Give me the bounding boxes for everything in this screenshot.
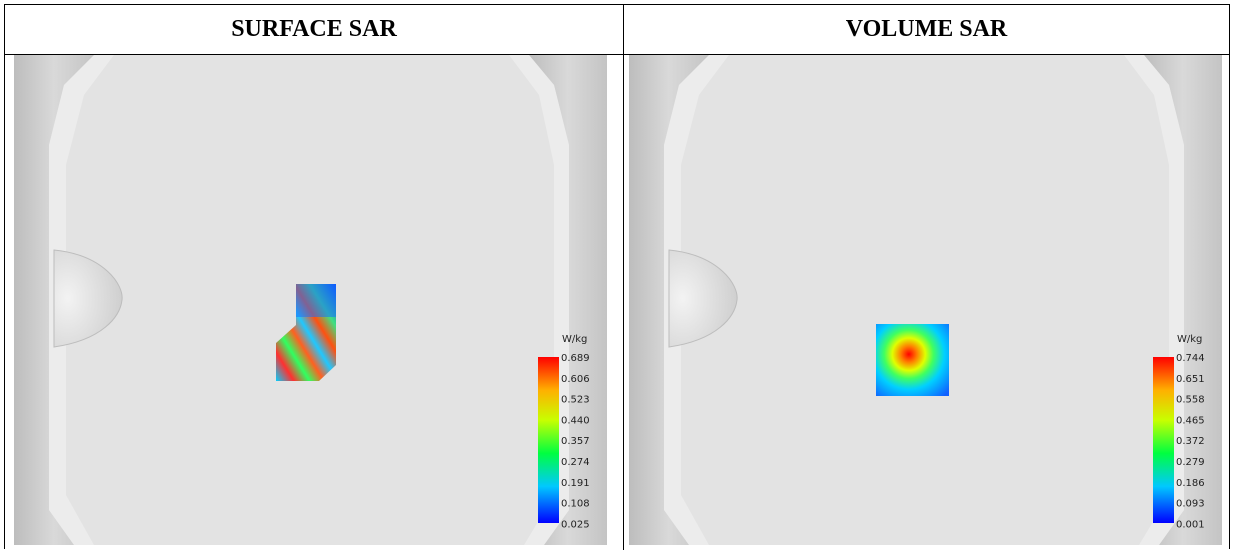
table-frame: SURFACE SAR VOLUME SAR xyxy=(4,4,1230,550)
colorbar-tick-label: 0.465 xyxy=(1176,415,1205,426)
surface-sar-panel: W/kg 0.689 0.606 0.523 0.440 0.357 0.274 0.191… xyxy=(14,55,607,545)
colorbar-tick-label: 0.606 xyxy=(561,374,590,385)
colorbar-gradient xyxy=(1153,357,1174,523)
volume-sar-view: W/kg 0.744 0.651 0.558 0.465 0.372 0.279 0.186… xyxy=(629,55,1222,545)
colorbar-tick-label: 0.440 xyxy=(561,415,590,426)
colorbar-tick-label: 0.001 xyxy=(1176,519,1205,530)
header-row: SURFACE SAR VOLUME SAR xyxy=(5,5,1229,55)
colorbar-unit: W/kg xyxy=(562,334,587,345)
volume-sar-map xyxy=(876,324,949,396)
colorbar-tick-label: 0.191 xyxy=(561,478,590,489)
surface-sar-colorbar: W/kg 0.689 0.606 0.523 0.440 0.357 0.274 0.191… xyxy=(538,334,590,530)
colorbar-tick-label: 0.108 xyxy=(561,499,590,510)
colorbar-tick-label: 0.274 xyxy=(561,457,590,468)
colorbar-tick-label: 0.372 xyxy=(1176,436,1205,447)
colorbar-tick-label: 0.689 xyxy=(561,353,590,364)
colorbar-tick-label: 0.558 xyxy=(1176,395,1205,406)
phantom-frame-left xyxy=(629,55,709,545)
colorbar-tick-label: 0.523 xyxy=(561,395,590,406)
colorbar-tick-label: 0.357 xyxy=(561,436,590,447)
colorbar-tick-label: 0.651 xyxy=(1176,374,1205,385)
phantom-frame-right xyxy=(529,55,607,545)
surface-sar-view: W/kg 0.689 0.606 0.523 0.440 0.357 0.274 0.191… xyxy=(14,55,607,545)
phantom-ear-bump xyxy=(53,249,123,348)
phantom-ear-bump xyxy=(668,249,738,348)
surface-sar-heading: SURFACE SAR xyxy=(231,16,397,42)
colorbar-gradient xyxy=(538,357,559,523)
column-divider xyxy=(623,5,624,550)
colorbar-tick-label: 0.186 xyxy=(1176,478,1205,489)
colorbar-tick-label: 0.025 xyxy=(561,519,590,530)
phantom-frame-right xyxy=(1144,55,1222,545)
volume-sar-heading: VOLUME SAR xyxy=(845,16,1008,42)
volume-sar-colorbar: W/kg 0.744 0.651 0.558 0.465 0.372 0.279 0.186… xyxy=(1153,334,1205,530)
colorbar-tick-label: 0.093 xyxy=(1176,499,1205,510)
colorbar-tick-label: 0.279 xyxy=(1176,457,1205,468)
colorbar-unit: W/kg xyxy=(1177,334,1202,345)
phantom-frame-left xyxy=(14,55,94,545)
volume-sar-panel: W/kg 0.744 0.651 0.558 0.465 0.372 0.279 0.186… xyxy=(629,55,1222,545)
colorbar-tick-label: 0.744 xyxy=(1176,353,1205,364)
